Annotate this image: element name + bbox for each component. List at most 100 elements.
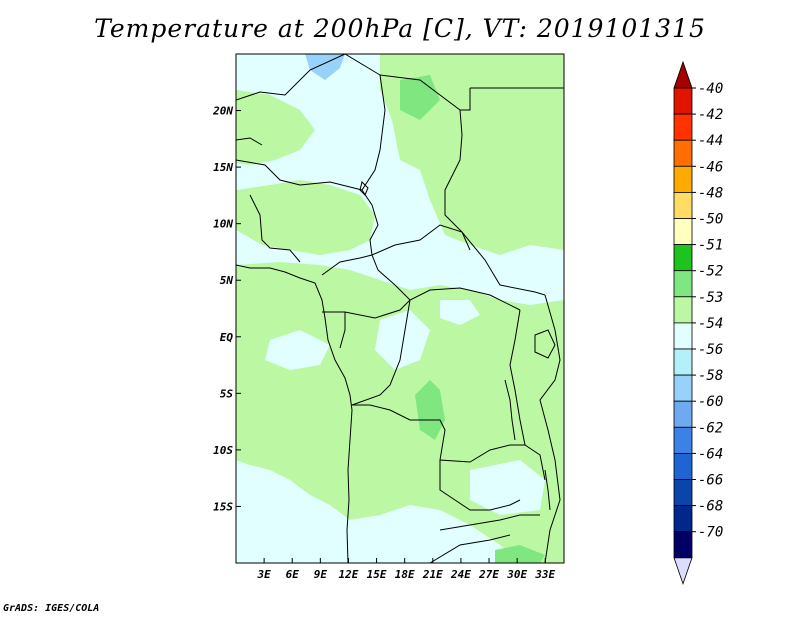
pale-pocket-4 [440, 300, 480, 325]
colorbar-swatch [673, 374, 693, 402]
border-14 [439, 460, 521, 511]
colorbar-label: -54 [698, 316, 723, 332]
shaded-regions-minus52 [400, 75, 545, 563]
lake-tanganyika [504, 379, 516, 441]
lat-tick-label: 10N [213, 218, 233, 231]
lon-tick-label: 24E [450, 568, 471, 581]
lon-tick-label: 3E [256, 568, 271, 581]
colorbar-label: -46 [698, 159, 723, 175]
lat-tick-label: EQ [220, 331, 234, 344]
colorbar-label: -52 [698, 264, 723, 280]
political-boundaries [236, 54, 564, 563]
border-19 [236, 137, 263, 146]
lake-victoria [534, 329, 556, 359]
border-8 [371, 224, 546, 296]
colorbar-top-triangle [673, 60, 693, 89]
border-7 [249, 194, 301, 263]
colorbar-swatch [673, 218, 693, 246]
colorbar-swatch [673, 479, 693, 507]
colorbar-label: -60 [698, 394, 723, 410]
colorbar-label: -58 [698, 368, 723, 384]
pale-pocket-2 [375, 310, 430, 370]
colorbar-swatch [673, 400, 693, 428]
shade-region-northwest-band [236, 90, 315, 165]
lat-tick-label: 10S [213, 444, 233, 457]
colorbar-label: -50 [698, 212, 723, 228]
grads-credit: GrADS: IGES/COLA [3, 603, 100, 614]
border-5 [460, 88, 471, 111]
pale-pocket-5 [470, 460, 545, 515]
colorbar-swatch [673, 348, 693, 376]
lon-tick-label: 6E [286, 568, 300, 581]
shaded-regions-minus54 [236, 300, 545, 563]
colorbar-swatch [673, 452, 693, 480]
pale-pocket-3 [236, 480, 500, 563]
lat-tick-label: 15S [213, 500, 233, 513]
colorbar-swatch [673, 505, 693, 533]
colorbar-label: -62 [698, 420, 723, 436]
longitude-axis: 3E 6E 9E 12E 15E 18E 21E 24E 27E 30E 33E [256, 558, 556, 581]
border-1 [344, 54, 386, 256]
colorbar-label: -53 [698, 290, 723, 306]
border-12 [339, 312, 346, 349]
coastline-gulf-of-guinea [236, 264, 353, 563]
border-3 [379, 74, 471, 251]
border-9 [321, 254, 411, 301]
colorbar-label: -66 [698, 473, 723, 489]
lon-tick-label: 12E [339, 568, 359, 581]
lon-tick-label: 15E [367, 568, 387, 581]
colorbar-swatch [673, 139, 693, 167]
colorbar-bottom-triangle [673, 557, 693, 586]
colorbar-swatch [673, 244, 693, 272]
lon-tick-label: 33E [534, 568, 555, 581]
latitude-axis: 20N 15N 10N 5N EQ 5S 10S 15S [212, 105, 241, 513]
colorbar-label: -40 [698, 81, 723, 97]
colorbar: -40 -42 -44 -46 -48 -50 -51 -52 -53 -54 -56 -58 -60 -… [673, 60, 723, 586]
map-frame [235, 53, 565, 564]
colorbar-swatch [673, 426, 693, 454]
border-11 [351, 299, 411, 406]
dark-patch-north [400, 75, 440, 120]
colorbar-swatch [673, 87, 693, 115]
border-2 [236, 54, 346, 101]
colorbar-label: -70 [698, 525, 723, 541]
lat-tick-label: 5N [220, 274, 234, 287]
colorbar-label: -51 [698, 238, 723, 254]
lake-chad [359, 181, 369, 196]
border-6 [236, 159, 363, 191]
colorbar-swatch [673, 165, 693, 193]
lon-tick-label: 30E [506, 568, 527, 581]
shaded-regions-minus53 [236, 54, 564, 563]
cold-patch-top [305, 54, 345, 80]
lon-tick-label: 9E [314, 568, 328, 581]
lake-malawi [544, 469, 551, 511]
shade-region-west-sahel [236, 180, 375, 255]
lat-tick-label: 15N [213, 161, 233, 174]
dark-patch-central [415, 380, 445, 440]
colorbar-label: -42 [698, 107, 723, 123]
dark-patch-south [495, 545, 545, 563]
page-title: Temperature at 200hPa [C], VT: 201910131… [94, 14, 706, 43]
colorbar-swatch [673, 270, 693, 298]
colorbar-swatch [673, 296, 693, 324]
colorbar-swatch [673, 322, 693, 350]
colorbar-label: -48 [698, 185, 723, 201]
pale-pocket-1 [265, 330, 330, 370]
colorbar-label: -68 [698, 499, 723, 515]
colorbar-label: -44 [698, 133, 723, 149]
lon-tick-label: 18E [395, 568, 415, 581]
lon-tick-label: 27E [478, 568, 499, 581]
shade-region-north-strip [470, 54, 564, 88]
colorbar-label: -64 [698, 446, 723, 462]
lat-tick-label: 20N [212, 105, 233, 118]
lon-tick-label: 21E [422, 568, 443, 581]
border-16 [539, 294, 561, 563]
border-15 [509, 309, 526, 446]
border-17 [439, 514, 540, 531]
temperature-field [236, 54, 564, 563]
colorbar-swatch [673, 113, 693, 141]
colorbar-swatch [673, 191, 693, 219]
lat-tick-label: 5S [220, 387, 234, 400]
border-18 [429, 534, 511, 563]
